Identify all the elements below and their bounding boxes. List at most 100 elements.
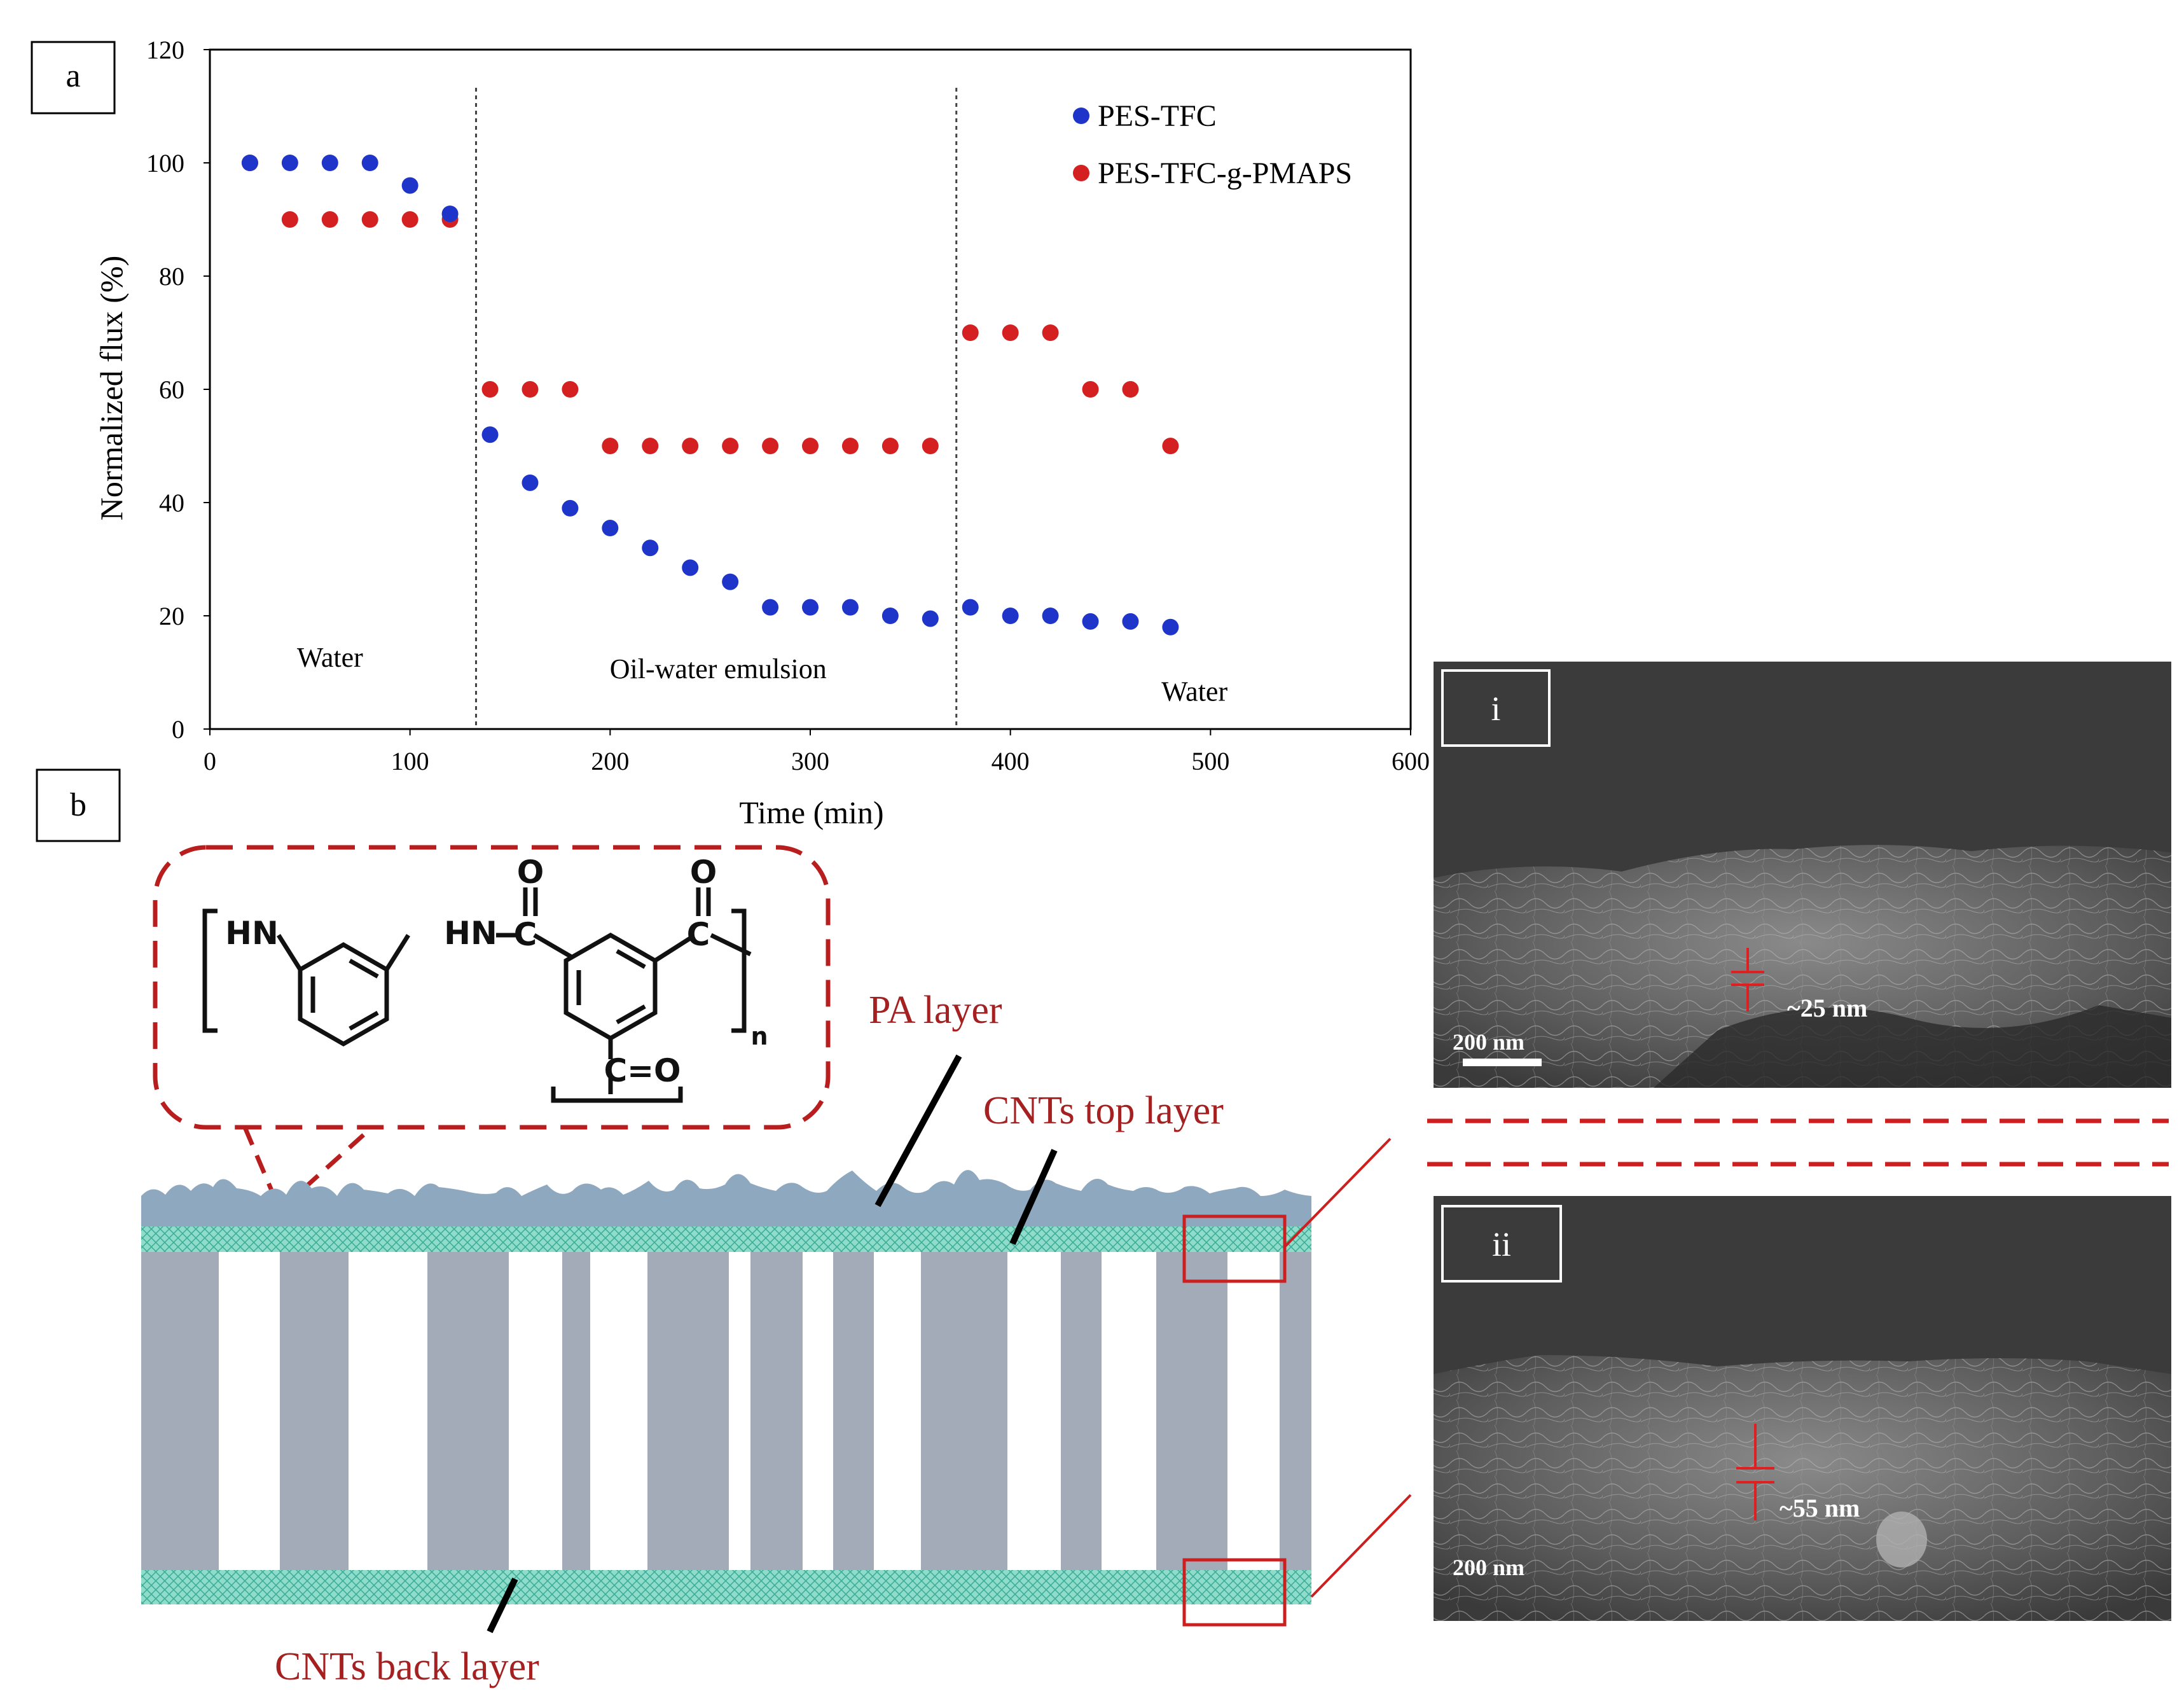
- phase-dividers: [475, 88, 958, 729]
- data-point: [1042, 324, 1059, 341]
- data-point: [962, 599, 979, 616]
- scale-label-top: 200 nm: [1453, 1029, 1524, 1055]
- sem-top-shadow: [1654, 1005, 2171, 1088]
- x-tick-label: 0: [204, 747, 216, 775]
- zoom-box-top: [1182, 1214, 1287, 1283]
- support-columns: [141, 1252, 1311, 1570]
- sem-bottom-particle: [1876, 1512, 1927, 1567]
- phase-label: Oil-water emulsion: [610, 653, 827, 685]
- chem-repeat-n: n: [750, 1022, 768, 1050]
- zoom-connector-bottom: [1310, 1494, 1412, 1598]
- data-point: [841, 438, 859, 454]
- panel-b: b: [36, 768, 1412, 1688]
- zoom-connector-top: [1283, 1137, 1392, 1248]
- data-point: [321, 211, 338, 228]
- data-point: [1042, 608, 1059, 624]
- zoom-box-bottom: [1182, 1558, 1287, 1627]
- support-column: [1156, 1252, 1227, 1570]
- x-tick-label: 200: [591, 747, 629, 775]
- support-column: [1280, 1252, 1311, 1570]
- legend-marker: [1073, 108, 1089, 124]
- data-point: [722, 573, 739, 590]
- cnt-top-layer-label: CNTs top layer: [983, 1089, 1224, 1132]
- panel-ii-label: ii: [1492, 1225, 1511, 1263]
- support-column: [647, 1252, 729, 1570]
- data-point: [841, 599, 859, 616]
- phase-labels: Water Oil-water emulsion Water: [297, 642, 1228, 707]
- data-point: [642, 539, 659, 557]
- y-axis-ticks: 0 20 40 60 80 100 120: [146, 36, 210, 744]
- data-point: [361, 211, 378, 228]
- panel-i-label: i: [1491, 690, 1500, 728]
- chem-carbonyl: C=O: [604, 1052, 681, 1089]
- y-tick-label: 0: [172, 715, 184, 744]
- data-point: [1162, 438, 1179, 454]
- data-point: [602, 438, 619, 454]
- legend: PES-TFC PES-TFC-g-PMAPS: [1073, 99, 1352, 190]
- data-point: [401, 177, 418, 194]
- phase-label: Water: [1161, 676, 1227, 707]
- data-point: [562, 381, 579, 398]
- support-column: [750, 1252, 803, 1570]
- data-point: [441, 205, 459, 223]
- support-column: [427, 1252, 509, 1570]
- x-axis-ticks: 0 100 200 300 400 500 600: [204, 729, 1430, 775]
- sem-top-fibers: [1434, 845, 2171, 1088]
- data-point: [922, 438, 939, 454]
- chem-o-mid: O: [517, 854, 544, 891]
- legend-marker: [1073, 165, 1089, 181]
- cnt-top-pointer: [1009, 1148, 1058, 1246]
- data-point: [1082, 381, 1099, 398]
- panel-a-label-box: [31, 41, 116, 115]
- structure-callout: [153, 845, 831, 1130]
- legend-label: PES-TFC-g-PMAPS: [1098, 156, 1352, 190]
- chem-c-mid: C: [514, 916, 537, 953]
- pa-layer-label: PA layer: [869, 989, 1002, 1032]
- sem-bottom-fibers: [1434, 1355, 2171, 1621]
- cnt-back-layer-shape: [141, 1570, 1311, 1604]
- data-point: [481, 426, 499, 443]
- cnt-top-layer-shape: [141, 1227, 1311, 1252]
- x-axis-label: Time (min): [739, 795, 883, 830]
- support-column: [921, 1252, 1007, 1570]
- data-point: [281, 155, 298, 171]
- y-tick-label: 20: [159, 602, 184, 630]
- data-point: [922, 610, 939, 627]
- data-point: [401, 211, 418, 228]
- x-tick-label: 300: [791, 747, 829, 775]
- panel-b-label-box: [36, 768, 121, 842]
- support-column: [141, 1252, 219, 1570]
- pa-layer-shape: [141, 1170, 1311, 1227]
- plot-area: [209, 48, 1412, 730]
- data-point: [522, 381, 539, 398]
- chem-c-right: C: [687, 916, 710, 953]
- data-point: [1162, 618, 1179, 636]
- x-tick-label: 400: [992, 747, 1030, 775]
- polyamide-structure: [202, 887, 752, 1103]
- sem-image-top: i ~25 nm 200 nm: [1434, 662, 2171, 1088]
- y-tick-label: 120: [146, 36, 184, 64]
- x-tick-label: 600: [1392, 747, 1430, 775]
- data-point: [1122, 381, 1139, 398]
- y-tick-label: 80: [159, 262, 184, 291]
- data-point: [642, 438, 659, 454]
- y-axis-label: Normalized flux (%): [93, 256, 129, 521]
- thickness-label-bottom: ~55 nm: [1780, 1494, 1860, 1522]
- data-point: [241, 155, 258, 171]
- data-point: [762, 599, 779, 616]
- cnt-back-layer-label: CNTs back layer: [275, 1645, 539, 1688]
- data-point: [562, 499, 579, 517]
- data-point: [802, 438, 819, 454]
- cnt-back-pointer: [487, 1577, 518, 1634]
- data-point: [1002, 608, 1019, 624]
- chem-o-right: O: [690, 854, 717, 891]
- pa-layer-pointer: [874, 1054, 962, 1207]
- data-point: [802, 599, 819, 616]
- x-tick-label: 500: [1191, 747, 1229, 775]
- y-tick-label: 40: [159, 489, 184, 517]
- flux-chart: 0 100 200 300 400 500 600 0 20 40 60 80 100 120 Wate…: [93, 36, 1430, 830]
- scale-bar-top: [1463, 1059, 1542, 1066]
- data-point: [522, 474, 539, 491]
- data-point: [682, 559, 699, 576]
